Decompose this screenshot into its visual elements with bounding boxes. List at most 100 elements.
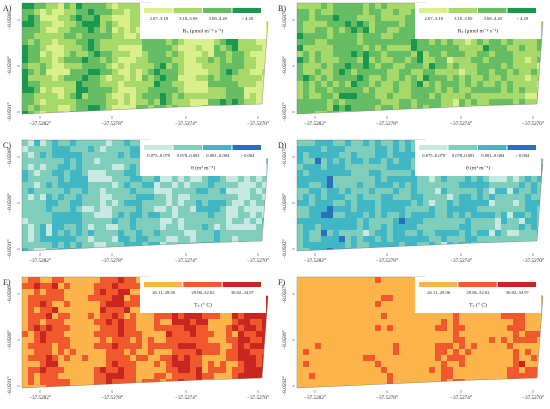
map-cell: [333, 158, 340, 165]
map-cell: [190, 69, 197, 76]
map-cell: [202, 99, 209, 106]
map-cell: [52, 212, 59, 219]
map-cell: [76, 93, 83, 100]
map-cell: [256, 242, 263, 249]
map-cell: [40, 176, 47, 183]
map-cell: [256, 51, 263, 58]
map-cell: [46, 39, 53, 46]
legend-label: 2.67–3.18: [150, 16, 169, 21]
map-cell: [453, 367, 460, 374]
map-cell: [405, 152, 412, 159]
map-cell: [453, 81, 460, 88]
map-cell: [46, 325, 53, 332]
map-cell: [40, 63, 47, 70]
map-cell: [178, 57, 185, 64]
map-cell: [136, 21, 143, 28]
map-cell: [100, 3, 107, 10]
map-cell: [393, 164, 400, 171]
map-cell: [339, 27, 346, 34]
map-cell: [327, 45, 334, 52]
map-cell: [435, 194, 442, 201]
map-cell: [339, 242, 346, 249]
map-cell: [268, 289, 275, 296]
map-cell: [232, 57, 239, 64]
map-cell: [465, 379, 472, 386]
map-cell: [58, 283, 65, 290]
map-cell: [172, 248, 179, 251]
map-cell: [453, 51, 460, 58]
map-cell: [339, 361, 346, 368]
map-cell: [459, 63, 466, 70]
map-cell: [417, 224, 424, 231]
map-cell: [399, 200, 406, 207]
map-cell: [393, 176, 400, 183]
map-cell: [28, 140, 35, 147]
map-cell: [244, 212, 251, 219]
map-cell: [435, 57, 442, 64]
map-cell: [411, 182, 418, 189]
map-cell: [28, 206, 35, 213]
map-cell: [118, 57, 125, 64]
map-cell: [214, 188, 221, 195]
map-cell: [226, 367, 233, 374]
map-cell: [136, 379, 143, 386]
map-cell: [339, 295, 346, 302]
map-cell: [262, 99, 268, 106]
map-cell: [327, 188, 334, 195]
map-cell: [82, 39, 89, 46]
legend-label: > 0.084: [240, 153, 255, 158]
map-cell: [447, 212, 454, 219]
map-cell: [34, 33, 41, 40]
map-cell: [154, 87, 161, 94]
map-cell: [214, 212, 221, 219]
map-cell: [477, 45, 484, 52]
map-cell: [333, 206, 340, 213]
map-cell: [375, 349, 382, 356]
map-cell: [411, 230, 418, 237]
map-cell: [369, 164, 376, 171]
map-cell: [106, 200, 113, 207]
map-cell: [118, 230, 125, 237]
map-cell: [172, 242, 179, 249]
map-cell: [124, 182, 131, 189]
map-cell: [88, 105, 95, 112]
map-cell: [238, 81, 245, 88]
map-cell: [381, 307, 388, 314]
map-cell: [315, 158, 322, 165]
map-cell: [531, 39, 538, 46]
map-cell: [297, 236, 304, 243]
map-cell: [190, 248, 197, 251]
legend-swatch: [173, 145, 202, 150]
map-cell: [345, 367, 352, 374]
map-cell: [112, 9, 119, 16]
x-tick-label: −37.5270°: [247, 394, 269, 401]
map-cell: [447, 63, 454, 70]
map-cell: [70, 319, 77, 326]
map-cell: [537, 194, 543, 201]
map-cell: [423, 111, 430, 114]
map-cell: [94, 212, 101, 219]
map-cell: [537, 355, 543, 362]
map-cell: [519, 355, 526, 362]
map-cell: [495, 248, 502, 251]
map-cell: [88, 164, 95, 171]
map-cell: [381, 194, 388, 201]
map-cell: [70, 81, 77, 88]
map-cell: [268, 27, 275, 34]
map-cell: [387, 289, 394, 296]
map-cell: [513, 325, 520, 332]
y-tick-label: −8.0587°: [281, 10, 288, 29]
map-cell: [52, 307, 59, 314]
map-cell: [303, 242, 310, 249]
map-cell: [339, 206, 346, 213]
map-cell: [411, 319, 418, 326]
map-cell: [130, 45, 137, 52]
map-cell: [226, 331, 233, 338]
map-cell: [124, 212, 131, 219]
map-cell: [184, 194, 191, 201]
map-cell: [345, 87, 352, 94]
map-cell: [262, 93, 268, 100]
map-cell: [184, 212, 191, 219]
map-cell: [531, 99, 538, 106]
map-cell: [70, 9, 77, 16]
